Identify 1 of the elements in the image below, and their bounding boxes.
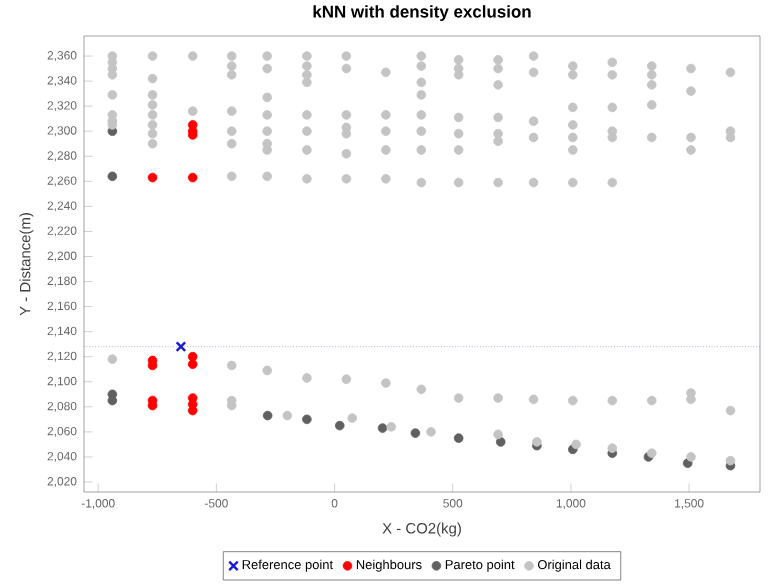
chart-title: kNN with density exclusion — [313, 5, 531, 21]
